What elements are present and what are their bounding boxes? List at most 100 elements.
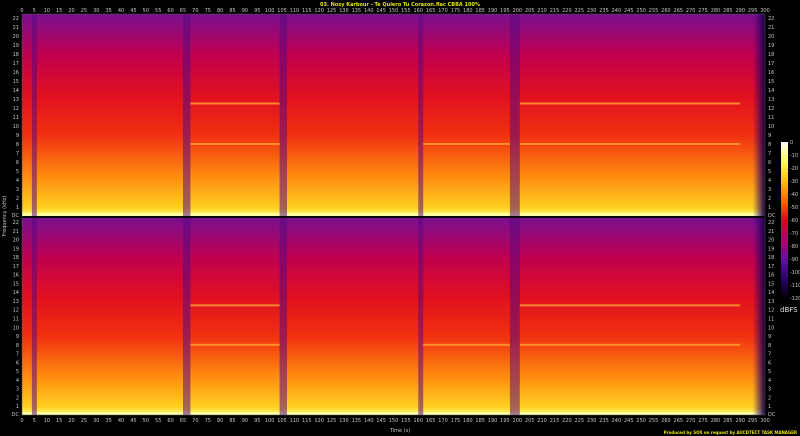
y-tick-label: 12 <box>768 308 774 314</box>
x-tick-label: 65 <box>180 8 186 14</box>
y-tick-label: 17 <box>13 61 19 67</box>
y-tick-label: 18 <box>768 255 774 261</box>
x-tick-label: 110 <box>290 418 300 424</box>
y-tick-label: 1 <box>768 205 771 211</box>
y-tick-label: 7 <box>768 151 771 157</box>
channel-1 <box>22 14 765 216</box>
y-tick-label: 22 <box>768 16 774 22</box>
y-tick-label: 20 <box>768 34 774 40</box>
y-tick-label: 22 <box>13 16 19 22</box>
x-tick-label: 100 <box>265 8 275 14</box>
y-tick-label: 10 <box>13 124 19 130</box>
tonal-line <box>190 143 280 145</box>
y-tick-label: 13 <box>13 97 19 103</box>
y-tick-label: 1 <box>16 404 19 410</box>
tonal-line <box>519 102 741 105</box>
x-tick-label: 15 <box>56 418 62 424</box>
y-tick-label: 17 <box>13 264 19 270</box>
y-tick-label: 7 <box>768 352 771 358</box>
y-tick-label: 13 <box>768 299 774 305</box>
y-tick-label: 13 <box>768 97 774 103</box>
x-axis-label: Time (s) <box>389 428 410 434</box>
x-tick-label: 240 <box>612 8 622 14</box>
x-tick-label: 275 <box>698 418 708 424</box>
y-tick-label: 8 <box>768 142 771 148</box>
y-tick-label: 18 <box>13 255 19 261</box>
x-tick-label: 175 <box>451 418 461 424</box>
dc-band <box>22 412 765 415</box>
y-tick-label: 10 <box>768 124 774 130</box>
y-tick-label: 9 <box>16 334 19 340</box>
x-tick-label: 250 <box>636 418 646 424</box>
tonal-line <box>190 304 280 307</box>
x-tick-label: 135 <box>352 8 362 14</box>
x-tick-label: 55 <box>155 8 161 14</box>
chart-title: 03. Nosy Karbour - Te Quiero Tu Corazon.… <box>320 2 480 8</box>
y-tick-label: 15 <box>13 79 19 85</box>
y-tick-label: 10 <box>768 325 774 331</box>
x-tick-label: 255 <box>649 8 659 14</box>
x-tick-label: 290 <box>735 418 745 424</box>
y-tick-label: 16 <box>768 70 774 76</box>
tonal-line <box>519 143 741 145</box>
y-tick-label: 5 <box>768 169 771 175</box>
spectrum-field <box>22 14 765 216</box>
x-tick-label: 235 <box>599 8 609 14</box>
y-tick-label: 4 <box>16 378 19 384</box>
y-tick-label: 19 <box>768 246 774 252</box>
y-tick-label: 4 <box>16 178 19 184</box>
x-tick-label: 40 <box>118 418 124 424</box>
x-tick-label: 205 <box>525 418 535 424</box>
x-tick-label: 5 <box>33 8 36 14</box>
y-tick-label: 1 <box>768 404 771 410</box>
x-tick-label: 245 <box>624 8 634 14</box>
y-tick-label: 15 <box>768 281 774 287</box>
x-tick-label: 205 <box>525 8 535 14</box>
colorbar-tick-label: -10 <box>790 153 798 159</box>
y-tick-label: 19 <box>13 43 19 49</box>
y-tick-label: 16 <box>13 273 19 279</box>
x-tick-label: 95 <box>254 8 260 14</box>
tonal-line <box>519 343 741 346</box>
x-tick-label: 110 <box>290 8 300 14</box>
x-tick-label: 170 <box>438 8 448 14</box>
x-tick-label: 5 <box>33 418 36 424</box>
quiet-segment <box>279 218 288 415</box>
y-tick-label: 3 <box>768 387 771 393</box>
y-tick-label: 21 <box>768 229 774 235</box>
y-tick-label: 18 <box>13 52 19 58</box>
x-tick-label: 90 <box>242 8 248 14</box>
x-tick-label: 35 <box>105 418 111 424</box>
x-tick-label: 165 <box>426 8 436 14</box>
y-tick-label: 15 <box>13 281 19 287</box>
y-tick-label: 21 <box>768 25 774 31</box>
quiet-segment <box>752 218 765 415</box>
x-tick-label: 130 <box>339 8 349 14</box>
y-tick-label: 9 <box>16 133 19 139</box>
x-tick-label: 20 <box>68 8 74 14</box>
y-tick-label: 9 <box>768 133 771 139</box>
x-tick-label: 235 <box>599 418 609 424</box>
quiet-segment <box>418 218 424 415</box>
colorbar-tick-label: -40 <box>790 192 798 198</box>
quiet-segment <box>418 14 424 216</box>
x-tick-label: 255 <box>649 418 659 424</box>
x-tick-label: 25 <box>81 418 87 424</box>
x-tick-label: 190 <box>488 8 498 14</box>
y-tick-label: 6 <box>768 360 771 366</box>
x-tick-label: 300 <box>760 418 770 424</box>
x-tick-label: 275 <box>698 8 708 14</box>
x-tick-label: 285 <box>723 418 733 424</box>
colorbar-tick-label: -120 <box>790 296 800 302</box>
tonal-line <box>423 343 510 346</box>
x-tick-label: 140 <box>364 8 374 14</box>
x-tick-label: 40 <box>118 8 124 14</box>
y-tick-label: 2 <box>16 395 19 401</box>
colorbar-unit: dBFS <box>780 306 798 314</box>
x-tick-label: 115 <box>302 8 312 14</box>
x-tick-label: 195 <box>500 8 510 14</box>
plot-area <box>22 14 765 415</box>
x-tick-label: 210 <box>537 418 547 424</box>
x-tick-label: 185 <box>475 418 485 424</box>
x-tick-label: 75 <box>205 418 211 424</box>
